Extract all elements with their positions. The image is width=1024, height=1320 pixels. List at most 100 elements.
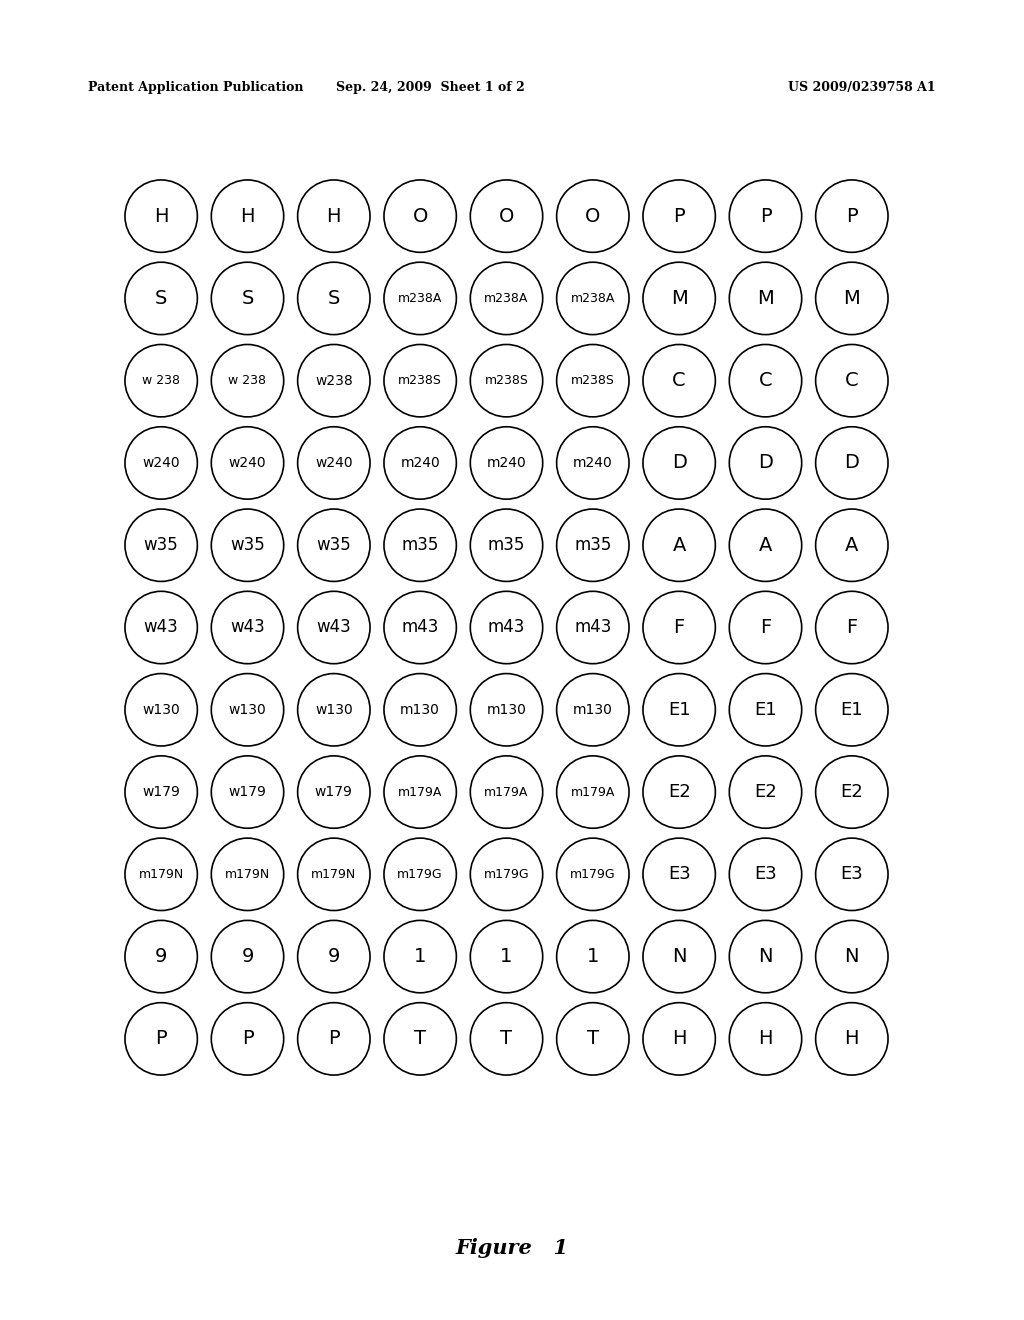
Circle shape: [643, 180, 716, 252]
Text: E3: E3: [754, 866, 777, 883]
Text: w35: w35: [143, 536, 178, 554]
Circle shape: [729, 920, 802, 993]
Text: w240: w240: [228, 455, 266, 470]
Circle shape: [298, 510, 370, 581]
Text: D: D: [758, 454, 773, 473]
Text: P: P: [328, 1030, 340, 1048]
Circle shape: [384, 591, 457, 664]
Circle shape: [557, 180, 629, 252]
Circle shape: [470, 345, 543, 417]
Text: 9: 9: [155, 946, 167, 966]
Circle shape: [643, 673, 716, 746]
Circle shape: [557, 345, 629, 417]
Text: S: S: [155, 289, 167, 308]
Circle shape: [729, 263, 802, 334]
Text: w238: w238: [315, 374, 352, 388]
Circle shape: [470, 838, 543, 911]
Circle shape: [816, 345, 888, 417]
Text: w43: w43: [143, 619, 178, 636]
Circle shape: [643, 1003, 716, 1074]
Text: A: A: [845, 536, 858, 554]
Circle shape: [125, 263, 198, 334]
Text: P: P: [156, 1030, 167, 1048]
Circle shape: [470, 756, 543, 828]
Text: w43: w43: [230, 619, 265, 636]
Text: P: P: [760, 207, 771, 226]
Text: T: T: [414, 1030, 426, 1048]
Text: m179A: m179A: [570, 785, 615, 799]
Circle shape: [384, 673, 457, 746]
Text: w35: w35: [230, 536, 265, 554]
Text: C: C: [673, 371, 686, 391]
Circle shape: [643, 756, 716, 828]
Circle shape: [211, 1003, 284, 1074]
Text: E2: E2: [668, 783, 690, 801]
Circle shape: [384, 426, 457, 499]
Circle shape: [643, 920, 716, 993]
Text: m240: m240: [400, 455, 440, 470]
Circle shape: [557, 920, 629, 993]
Circle shape: [125, 756, 198, 828]
Text: A: A: [673, 536, 686, 554]
Circle shape: [298, 426, 370, 499]
Circle shape: [384, 756, 457, 828]
Text: A: A: [759, 536, 772, 554]
Circle shape: [816, 263, 888, 334]
Circle shape: [470, 1003, 543, 1074]
Circle shape: [211, 920, 284, 993]
Text: m179G: m179G: [483, 867, 529, 880]
Text: P: P: [674, 207, 685, 226]
Text: Patent Application Publication: Patent Application Publication: [88, 82, 303, 95]
Circle shape: [643, 426, 716, 499]
Text: w43: w43: [316, 619, 351, 636]
Circle shape: [729, 838, 802, 911]
Text: w35: w35: [316, 536, 351, 554]
Text: US 2009/0239758 A1: US 2009/0239758 A1: [788, 82, 936, 95]
Text: w 238: w 238: [228, 374, 266, 387]
Circle shape: [816, 591, 888, 664]
Text: m238A: m238A: [398, 292, 442, 305]
Circle shape: [125, 673, 198, 746]
Circle shape: [729, 180, 802, 252]
Text: m43: m43: [487, 619, 525, 636]
Text: m130: m130: [486, 702, 526, 717]
Text: w240: w240: [142, 455, 180, 470]
Circle shape: [298, 591, 370, 664]
Text: D: D: [672, 454, 687, 473]
Circle shape: [557, 510, 629, 581]
Text: E2: E2: [841, 783, 863, 801]
Circle shape: [729, 426, 802, 499]
Circle shape: [643, 591, 716, 664]
Circle shape: [729, 756, 802, 828]
Text: m179A: m179A: [484, 785, 528, 799]
Circle shape: [384, 510, 457, 581]
Text: F: F: [674, 618, 685, 638]
Circle shape: [125, 838, 198, 911]
Circle shape: [125, 180, 198, 252]
Circle shape: [470, 180, 543, 252]
Circle shape: [125, 345, 198, 417]
Text: T: T: [587, 1030, 599, 1048]
Circle shape: [470, 510, 543, 581]
Circle shape: [211, 426, 284, 499]
Text: H: H: [758, 1030, 773, 1048]
Circle shape: [211, 345, 284, 417]
Circle shape: [298, 180, 370, 252]
Text: w130: w130: [315, 702, 352, 717]
Circle shape: [384, 263, 457, 334]
Text: M: M: [671, 289, 687, 308]
Text: S: S: [242, 289, 254, 308]
Text: m35: m35: [574, 536, 611, 554]
Circle shape: [470, 920, 543, 993]
Circle shape: [298, 920, 370, 993]
Circle shape: [470, 426, 543, 499]
Text: E1: E1: [755, 701, 777, 719]
Circle shape: [125, 510, 198, 581]
Circle shape: [298, 1003, 370, 1074]
Circle shape: [816, 510, 888, 581]
Text: m238S: m238S: [398, 374, 442, 387]
Circle shape: [816, 756, 888, 828]
Circle shape: [211, 510, 284, 581]
Text: m43: m43: [401, 619, 439, 636]
Circle shape: [729, 673, 802, 746]
